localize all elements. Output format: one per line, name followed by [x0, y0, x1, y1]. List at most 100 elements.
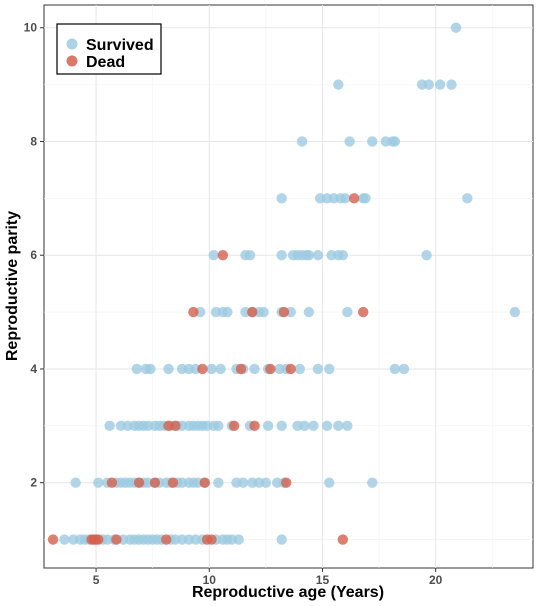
point-dead — [161, 534, 172, 545]
point-survived — [294, 363, 306, 375]
x-tick-label: 5 — [93, 573, 100, 587]
y-tick-label: 2 — [30, 476, 37, 490]
point-dead — [167, 477, 179, 488]
point-dead — [197, 363, 208, 375]
point-survived — [131, 363, 143, 375]
point-survived — [398, 363, 410, 375]
x-axis-ticks: 5 10 15 20 — [93, 568, 443, 587]
point-survived — [339, 193, 351, 204]
point-survived — [258, 306, 269, 318]
y-tick-label: 10 — [24, 21, 38, 35]
point-survived — [342, 420, 353, 432]
point-survived — [276, 420, 287, 432]
point-survived — [262, 420, 274, 432]
point-dead — [281, 477, 292, 488]
point-dead — [170, 420, 181, 432]
point-survived — [244, 250, 256, 261]
point-dead — [149, 477, 161, 488]
point-survived — [324, 477, 335, 488]
data-points — [47, 22, 521, 545]
point-survived — [70, 477, 81, 488]
y-axis-title: Reproductive parity — [4, 211, 21, 361]
point-dead — [265, 363, 276, 375]
point-dead — [188, 306, 199, 318]
point-survived — [450, 22, 462, 33]
point-survived — [312, 250, 324, 261]
point-survived — [333, 79, 344, 90]
point-dead — [133, 477, 145, 488]
point-survived — [249, 363, 260, 375]
legend-marker-survived — [66, 38, 78, 50]
x-axis-title: Reproductive age (Years) — [192, 584, 384, 601]
point-dead — [106, 477, 118, 488]
point-survived — [303, 306, 315, 318]
point-dead — [47, 534, 59, 545]
point-dead — [278, 306, 290, 318]
point-dead — [247, 306, 258, 318]
point-survived — [215, 363, 226, 375]
point-dead — [199, 477, 210, 488]
point-survived — [360, 193, 371, 204]
point-dead — [228, 420, 240, 432]
point-survived — [344, 136, 355, 147]
legend-marker-dead — [66, 55, 78, 67]
point-survived — [276, 193, 287, 204]
point-survived — [296, 136, 308, 147]
legend: Survived Dead — [56, 23, 162, 75]
point-survived — [342, 306, 353, 318]
point-dead — [337, 534, 349, 545]
point-survived — [303, 250, 315, 261]
point-dead — [358, 306, 369, 318]
point-survived — [213, 477, 224, 488]
point-survived — [145, 363, 156, 375]
point-survived — [163, 363, 174, 375]
point-survived — [299, 420, 310, 432]
legend-label-survived: Survived — [86, 37, 154, 54]
legend-label-dead: Dead — [86, 54, 125, 71]
point-survived — [337, 250, 349, 261]
point-survived — [312, 363, 324, 375]
point-dead — [285, 363, 296, 375]
point-survived — [462, 193, 473, 204]
point-survived — [238, 477, 249, 488]
x-tick-label: 20 — [429, 573, 443, 587]
point-survived — [276, 250, 287, 261]
point-dead — [111, 534, 122, 545]
y-tick-label: 4 — [30, 362, 37, 376]
point-dead — [206, 534, 217, 545]
y-tick-label: 6 — [30, 248, 37, 262]
point-dead — [235, 363, 247, 375]
point-survived — [233, 534, 244, 545]
point-dead — [217, 250, 229, 261]
point-survived — [421, 250, 432, 261]
y-tick-label: 8 — [30, 134, 37, 148]
point-dead — [348, 193, 360, 204]
point-survived — [446, 79, 457, 90]
point-survived — [222, 306, 233, 318]
point-survived — [324, 363, 335, 375]
point-survived — [423, 79, 435, 90]
point-survived — [509, 306, 521, 318]
point-survived — [389, 363, 401, 375]
point-survived — [434, 79, 446, 90]
plot-panel — [43, 4, 534, 569]
point-survived — [213, 420, 224, 432]
x-tick-label: 10 — [203, 573, 217, 587]
x-tick-label: 15 — [316, 573, 330, 587]
point-survived — [260, 477, 272, 488]
point-survived — [367, 136, 378, 147]
point-survived — [389, 136, 401, 147]
point-survived — [208, 250, 219, 261]
point-dead — [249, 420, 260, 432]
y-axis-ticks: 2 4 6 8 10 — [24, 21, 44, 490]
point-survived — [308, 420, 319, 432]
point-survived — [104, 420, 115, 432]
point-survived — [276, 534, 287, 545]
point-survived — [333, 420, 344, 432]
point-dead — [93, 534, 104, 545]
point-survived — [93, 477, 104, 488]
point-survived — [206, 363, 217, 375]
point-survived — [321, 420, 333, 432]
point-survived — [59, 534, 70, 545]
